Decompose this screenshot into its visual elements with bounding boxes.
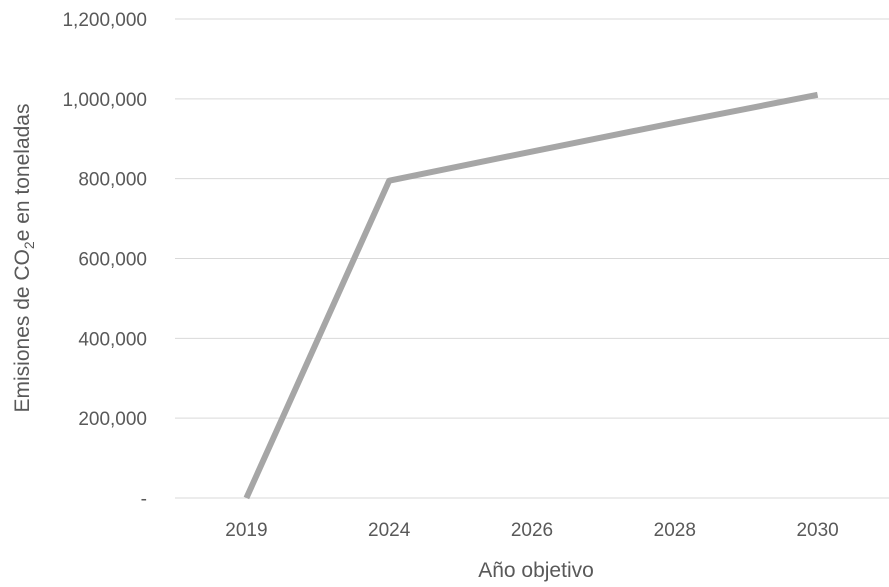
y-axis-title-prefix: Emisiones de CO [11, 249, 34, 412]
y-tick-label: 400,000 [78, 329, 147, 350]
y-tick-label: 1,000,000 [62, 90, 147, 111]
series-layer [243, 91, 819, 500]
y-axis-title: Emisiones de CO2e en toneladas [11, 104, 37, 413]
y-axis-title-subscript: 2 [21, 241, 37, 249]
y-tick-label: - [141, 489, 147, 510]
y-tick-label: 1,200,000 [62, 10, 147, 31]
y-tick-label: 600,000 [78, 250, 147, 271]
series-line [243, 91, 819, 500]
y-tick-label: 200,000 [78, 409, 147, 430]
y-axis-title-suffix: e en toneladas [11, 104, 34, 242]
x-tick-label: 2024 [368, 520, 411, 541]
x-axis-tick-labels: 2019 2024 2026 2028 2030 [225, 520, 838, 541]
x-tick-label: 2026 [511, 520, 553, 541]
y-axis-tick-labels: - 200,000 400,000 600,000 800,000 1,000,000 1,… [62, 10, 147, 510]
x-tick-label: 2030 [796, 520, 838, 541]
y-tick-label: 800,000 [78, 170, 147, 191]
gridlines [175, 18, 889, 499]
x-tick-label: 2028 [654, 520, 696, 541]
x-tick-label: 2019 [225, 520, 267, 541]
x-axis-title: Año objetivo [478, 559, 594, 582]
